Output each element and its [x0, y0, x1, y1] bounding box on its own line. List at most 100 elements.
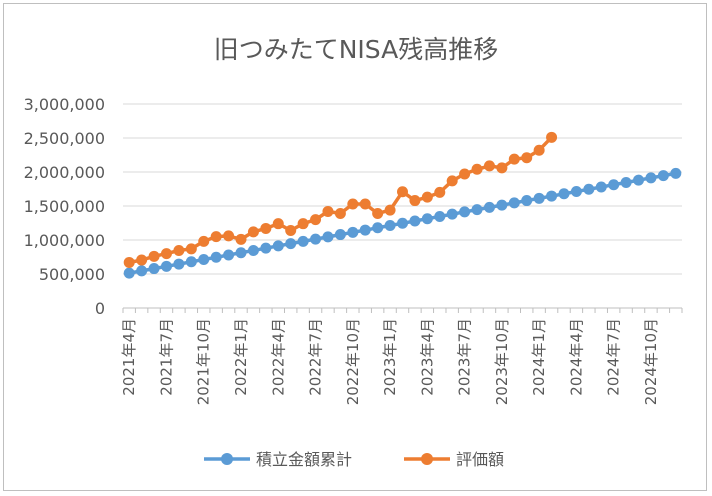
data-point: [123, 256, 135, 268]
y-tick-label: 3,000,000: [24, 95, 105, 114]
data-point: [409, 215, 421, 227]
data-point: [359, 198, 371, 210]
data-point: [247, 244, 259, 256]
data-point: [608, 179, 620, 191]
legend-marker: [221, 453, 233, 465]
data-point: [235, 247, 247, 259]
x-tick-label: 2021年7月: [157, 318, 175, 396]
data-point: [223, 230, 235, 242]
data-point: [521, 195, 533, 207]
data-point: [421, 213, 433, 225]
data-point: [123, 267, 135, 279]
data-point: [657, 170, 669, 182]
data-point: [508, 153, 520, 165]
data-point: [210, 251, 222, 263]
data-point: [471, 204, 483, 216]
x-tick-label: 2022年4月: [269, 318, 287, 396]
data-point: [421, 191, 433, 203]
legend-item[interactable]: 積立金額累計: [204, 450, 352, 469]
legend[interactable]: 積立金額累計 評価額: [204, 450, 504, 469]
data-point: [570, 186, 582, 198]
legend-marker: [421, 453, 433, 465]
x-tick-label: 2021年4月: [120, 318, 138, 396]
data-point: [322, 231, 334, 243]
x-tick-label: 2023年1月: [381, 318, 399, 396]
y-axis-labels: 0 500,000 1,000,000 1,500,000 2,000,000 2,500…: [24, 95, 105, 318]
data-point: [347, 226, 359, 238]
data-point: [397, 217, 408, 229]
data-point: [595, 181, 607, 193]
chart-frame: [3, 3, 707, 491]
x-tick-label: 2024年7月: [605, 318, 623, 396]
data-point: [347, 198, 359, 210]
data-point: [285, 224, 297, 236]
data-point: [334, 207, 346, 219]
data-point: [272, 240, 284, 252]
data-point: [260, 242, 272, 254]
data-point: [384, 204, 396, 216]
data-point: [210, 231, 222, 243]
data-point: [334, 229, 346, 241]
y-tick-label: 500,000: [39, 265, 105, 284]
data-point: [446, 208, 458, 220]
x-axis: 2021年4月 2021年7月 2021年10月 2022年1月 2022年4月 2022…: [120, 308, 683, 405]
data-point: [173, 245, 185, 257]
data-point: [359, 224, 371, 236]
data-point: [235, 233, 247, 245]
data-point: [322, 205, 334, 217]
data-point: [397, 186, 408, 198]
data-point: [173, 258, 185, 270]
data-point: [459, 206, 471, 218]
data-point: [285, 238, 297, 250]
y-tick-label: 2,500,000: [24, 129, 105, 148]
data-point: [471, 163, 483, 175]
series-1: [123, 167, 682, 279]
gridlines: [123, 103, 682, 309]
data-point: [434, 210, 446, 222]
data-point: [533, 192, 545, 204]
data-point: [434, 186, 446, 198]
data-point: [496, 162, 508, 174]
data-point: [446, 175, 458, 187]
x-tick-label: 2023年10月: [493, 318, 511, 405]
series-2: [123, 131, 558, 268]
data-point: [260, 222, 272, 234]
data-point: [620, 176, 632, 188]
data-point: [533, 144, 545, 156]
data-point: [198, 254, 210, 266]
data-point: [583, 183, 595, 195]
data-point: [148, 263, 160, 275]
data-point: [372, 222, 384, 234]
chart-title: 旧つみたてNISA残高推移: [214, 35, 499, 64]
data-point: [372, 207, 384, 219]
x-tick-label: 2022年1月: [232, 318, 250, 396]
data-point: [297, 235, 309, 247]
data-point: [185, 256, 197, 268]
y-tick-label: 1,500,000: [24, 197, 105, 216]
data-point: [645, 172, 657, 184]
legend-item[interactable]: 評価額: [404, 450, 504, 469]
x-tick-label: 2022年7月: [307, 318, 325, 396]
data-point: [633, 174, 645, 186]
data-point: [136, 254, 148, 266]
data-point: [160, 260, 172, 272]
x-tick-label: 2023年7月: [456, 318, 474, 396]
data-point: [521, 152, 533, 164]
x-tick-label: 2023年4月: [418, 318, 436, 396]
data-point: [247, 226, 259, 238]
legend-label: 評価額: [456, 450, 504, 469]
data-point: [148, 250, 160, 262]
data-point: [670, 167, 682, 179]
data-point: [558, 188, 570, 200]
data-point: [384, 220, 396, 232]
data-point: [136, 265, 148, 277]
data-point: [483, 201, 495, 213]
y-tick-label: 0: [95, 299, 105, 318]
data-point: [223, 249, 235, 261]
legend-label: 積立金額累計: [256, 450, 352, 469]
data-point: [483, 160, 495, 172]
data-point: [272, 218, 284, 230]
y-tick-label: 2,000,000: [24, 163, 105, 182]
x-tick-label: 2022年10月: [344, 318, 362, 405]
